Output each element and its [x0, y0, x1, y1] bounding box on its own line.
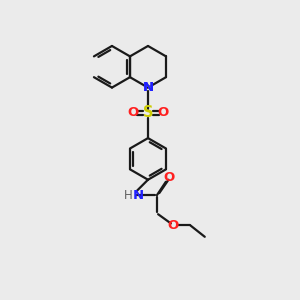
Text: O: O [158, 106, 169, 119]
Text: O: O [163, 171, 174, 184]
Text: O: O [168, 219, 179, 232]
Text: N: N [143, 81, 154, 94]
Text: N: N [143, 81, 154, 94]
Text: H: H [124, 189, 133, 202]
Text: O: O [127, 106, 138, 119]
Text: N: N [143, 81, 154, 94]
Text: N: N [133, 189, 144, 202]
Text: S: S [143, 105, 153, 120]
